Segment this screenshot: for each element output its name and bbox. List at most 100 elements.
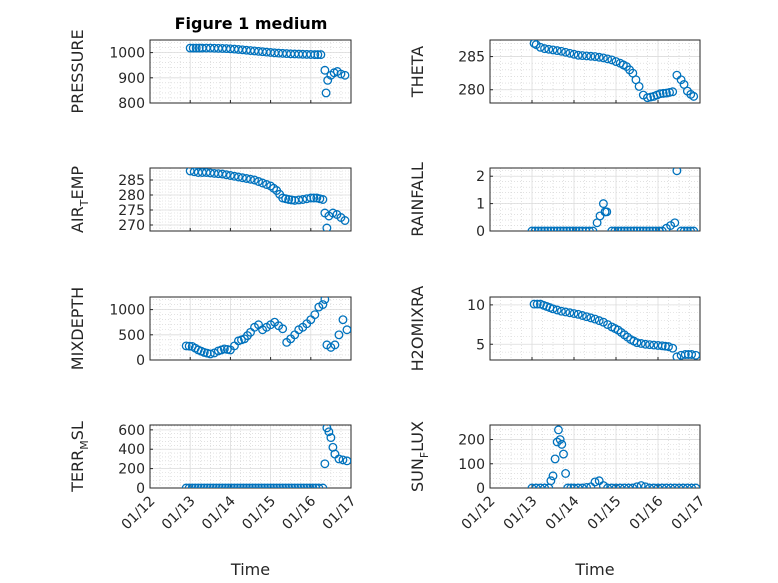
y-axis-label: THETA: [408, 46, 427, 98]
axes-box: [489, 167, 701, 232]
data-point: [278, 324, 288, 334]
data-point: [568, 226, 578, 231]
data-point: [594, 52, 604, 62]
y-tick-label: 1000: [109, 303, 145, 319]
subplot-5: 0 500 1000 MIXDEPTH: [68, 287, 352, 370]
data-point: [296, 483, 306, 488]
data-point: [552, 437, 562, 447]
y-tick-label: 1000: [109, 46, 145, 62]
data-point: [549, 226, 559, 231]
data-point: [548, 304, 558, 314]
y-tick-label: 400: [118, 442, 145, 458]
data-point: [251, 483, 260, 488]
data-point: [607, 483, 617, 488]
data-point: [544, 44, 554, 54]
data-point: [691, 350, 700, 360]
data-point: [678, 483, 688, 488]
data-point: [687, 350, 697, 359]
y-axis-label: TERRMSL: [68, 421, 91, 493]
data-point: [655, 89, 665, 99]
data-point: [334, 454, 344, 464]
data-point: [214, 483, 224, 488]
data-point: [603, 483, 613, 488]
data-point: [527, 226, 537, 231]
data-point: [666, 483, 676, 488]
data-points: [529, 299, 700, 360]
data-point: [651, 226, 661, 231]
data-point: [184, 483, 194, 488]
data-point: [577, 483, 587, 488]
data-point: [328, 208, 338, 218]
data-point: [682, 483, 692, 488]
data-point: [340, 216, 350, 225]
subplot-4: 0 1 2 RAINFALL: [408, 162, 701, 240]
data-point: [569, 309, 579, 318]
y-tick-label: 900: [118, 71, 145, 87]
data-point: [588, 226, 598, 231]
data-point: [674, 483, 684, 488]
data-point: [540, 226, 550, 231]
data-point: [535, 42, 545, 52]
data-point: [191, 43, 201, 53]
data-point: [272, 483, 282, 488]
data-point: [232, 483, 242, 488]
data-point: [220, 483, 230, 488]
data-point: [229, 171, 239, 181]
data-point: [680, 350, 690, 359]
data-point: [577, 311, 587, 320]
data-point: [320, 65, 330, 75]
data-point: [233, 172, 243, 182]
data-point: [586, 51, 596, 61]
data-point: [229, 483, 239, 488]
data-point: [226, 483, 236, 488]
data-point: [326, 433, 336, 443]
data-point: [310, 310, 320, 320]
data-point: [556, 46, 566, 56]
data-point: [569, 483, 579, 488]
data-point: [223, 483, 233, 488]
data-point: [298, 195, 308, 204]
data-point: [571, 226, 581, 231]
data-point: [287, 483, 297, 488]
data-point: [540, 483, 550, 488]
data-point: [554, 425, 563, 435]
data-points: [527, 425, 700, 488]
data-point: [654, 226, 664, 231]
y-tick-label: 10: [467, 298, 485, 314]
data-point: [559, 226, 568, 231]
data-point: [563, 483, 573, 488]
data-point: [324, 427, 334, 437]
data-point: [648, 226, 658, 231]
y-axis-label: MIXDEPTH: [68, 287, 87, 370]
data-point: [535, 483, 545, 488]
data-point: [628, 483, 638, 488]
data-point: [689, 91, 699, 101]
y-tick-label: 5: [476, 337, 485, 353]
data-points: [181, 425, 351, 488]
data-point: [342, 325, 351, 335]
data-point: [181, 341, 191, 351]
data-point: [185, 168, 195, 176]
data-point: [543, 226, 553, 231]
data-point: [679, 226, 689, 231]
data-point: [284, 483, 294, 488]
data-point: [670, 218, 680, 228]
data-point: [314, 483, 324, 488]
data-point: [340, 70, 350, 80]
data-point: [531, 483, 541, 488]
data-point: [624, 483, 634, 488]
data-point: [196, 483, 206, 488]
data-point: [205, 483, 215, 488]
figure-title: Figure 1 medium: [175, 14, 328, 33]
data-point: [242, 483, 251, 488]
data-point: [190, 483, 200, 488]
data-point: [532, 299, 542, 309]
y-axis-label: SUNFLUX: [408, 421, 431, 492]
data-point: [305, 483, 315, 488]
data-point: [258, 178, 268, 188]
data-point: [316, 50, 326, 60]
axes-box: [149, 167, 352, 232]
data-points: [529, 40, 699, 103]
data-point: [649, 340, 659, 350]
